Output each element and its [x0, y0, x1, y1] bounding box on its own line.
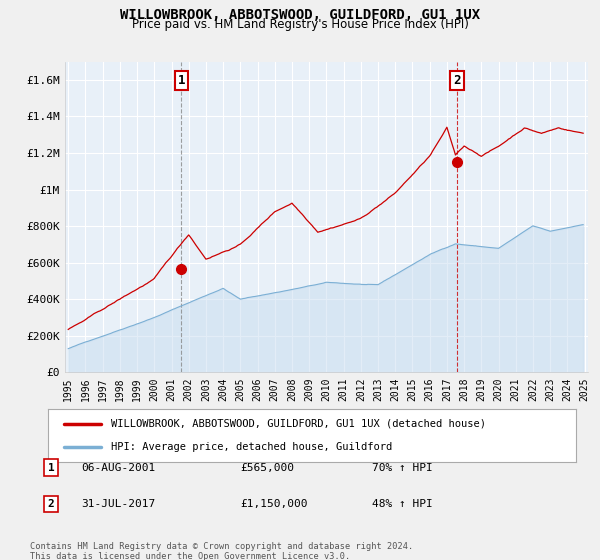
Text: Contains HM Land Registry data © Crown copyright and database right 2024.
This d: Contains HM Land Registry data © Crown c…: [30, 542, 413, 560]
Text: WILLOWBROOK, ABBOTSWOOD, GUILDFORD, GU1 1UX: WILLOWBROOK, ABBOTSWOOD, GUILDFORD, GU1 …: [120, 8, 480, 22]
Text: £1,150,000: £1,150,000: [240, 499, 308, 509]
Text: 1: 1: [47, 463, 55, 473]
Text: 1: 1: [178, 74, 185, 87]
Text: 2: 2: [47, 499, 55, 509]
Text: 70% ↑ HPI: 70% ↑ HPI: [372, 463, 433, 473]
Text: Price paid vs. HM Land Registry's House Price Index (HPI): Price paid vs. HM Land Registry's House …: [131, 18, 469, 31]
Text: 2: 2: [453, 74, 461, 87]
Text: 31-JUL-2017: 31-JUL-2017: [81, 499, 155, 509]
Text: HPI: Average price, detached house, Guildford: HPI: Average price, detached house, Guil…: [112, 442, 392, 452]
Text: 06-AUG-2001: 06-AUG-2001: [81, 463, 155, 473]
Text: 48% ↑ HPI: 48% ↑ HPI: [372, 499, 433, 509]
Text: £565,000: £565,000: [240, 463, 294, 473]
Text: WILLOWBROOK, ABBOTSWOOD, GUILDFORD, GU1 1UX (detached house): WILLOWBROOK, ABBOTSWOOD, GUILDFORD, GU1 …: [112, 419, 487, 429]
